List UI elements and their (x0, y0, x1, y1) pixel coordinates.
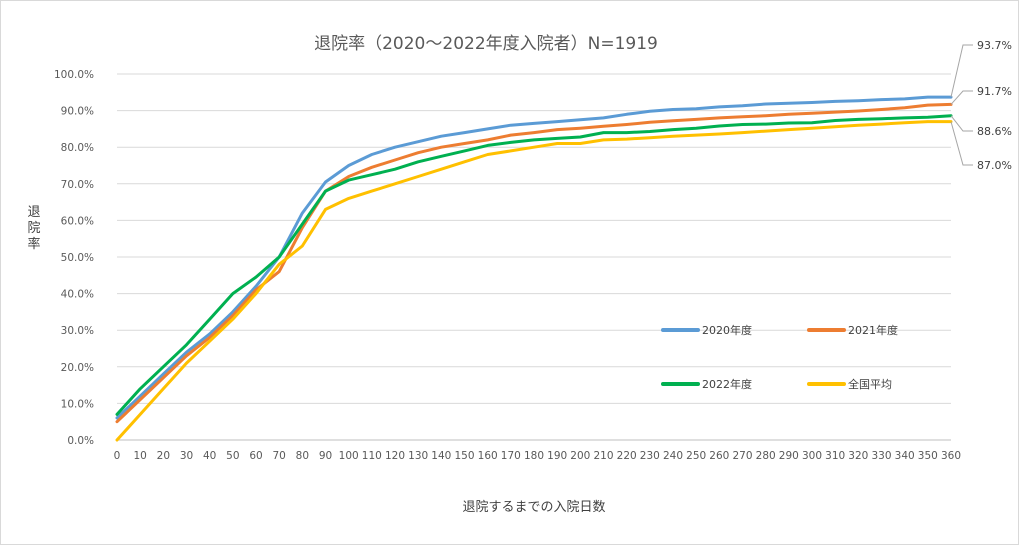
end-labels: 93.7% 91.7% 88.6% 87.0% (950, 39, 1012, 172)
x-tick-label: 0 (114, 450, 121, 462)
y-tick-labels: 0.0% 10.0% 20.0% 30.0% 40.0% 50.0% 60.0% 70.0% 8… (54, 69, 94, 447)
x-tick-label: 230 (640, 450, 660, 462)
x-tick-label: 280 (756, 450, 776, 462)
x-tick-labels: 0 10 20 30 40 50 60 70 80 90 100 110 120 130 140 150 160… (114, 450, 961, 462)
x-tick-label: 130 (408, 450, 428, 462)
x-tick-label: 200 (570, 450, 590, 462)
x-tick-label: 320 (848, 450, 868, 462)
x-tick-label: 250 (686, 450, 706, 462)
legend-label: 2020年度 (702, 323, 752, 337)
end-value-label: 88.6% (977, 125, 1012, 138)
y-axis-title-group: 退院率 (27, 205, 40, 252)
x-tick-label: 20 (157, 450, 170, 462)
x-tick-label: 30 (180, 450, 193, 462)
series-lines (115, 95, 953, 442)
y-axis-title-char: 退 (27, 205, 40, 220)
end-value-label: 93.7% (977, 39, 1012, 52)
y-tick-label: 40.0% (61, 289, 94, 301)
x-tick-label: 140 (431, 450, 451, 462)
y-tick-label: 0.0% (67, 435, 94, 447)
x-tick-label: 190 (547, 450, 567, 462)
y-tick-label: 60.0% (61, 215, 94, 227)
x-tick-label: 40 (203, 450, 216, 462)
legend-label: 2021年度 (848, 323, 898, 337)
x-tick-label: 120 (385, 450, 405, 462)
x-tick-label: 10 (133, 450, 146, 462)
y-tick-label: 30.0% (61, 325, 94, 337)
x-tick-label: 160 (478, 450, 498, 462)
x-tick-label: 100 (339, 450, 359, 462)
x-tick-label: 270 (732, 450, 752, 462)
x-tick-label: 50 (226, 450, 239, 462)
y-tick-label: 100.0% (54, 69, 94, 81)
y-tick-label: 10.0% (61, 398, 94, 410)
y-axis-title-char: 率 (27, 236, 40, 252)
x-tick-label: 90 (319, 450, 332, 462)
x-tick-label: 170 (501, 450, 521, 462)
series-line (115, 120, 953, 442)
x-tick-label: 300 (802, 450, 822, 462)
y-tick-label: 80.0% (61, 142, 94, 154)
series-line (115, 95, 953, 420)
chart-title: 退院率（2020～2022年度入院者）N=1919 (314, 34, 658, 54)
x-tick-label: 70 (272, 450, 285, 462)
end-label-leader (950, 90, 973, 105)
legend-label: 2022年度 (702, 377, 752, 391)
x-tick-label: 110 (362, 450, 382, 462)
x-tick-label: 210 (593, 450, 613, 462)
x-tick-label: 60 (249, 450, 262, 462)
legend-label: 全国平均 (848, 377, 892, 391)
x-tick-label: 330 (871, 450, 891, 462)
x-tick-label: 180 (524, 450, 544, 462)
end-label-leader (950, 115, 973, 132)
legend: 2020年度 2021年度 2022年度 全国平均 (661, 323, 898, 391)
x-tick-label: 80 (296, 450, 309, 462)
x-tick-label: 290 (779, 450, 799, 462)
end-value-label: 91.7% (977, 85, 1012, 98)
x-tick-label: 350 (918, 450, 938, 462)
end-label-leader (950, 44, 973, 98)
series-line (115, 102, 953, 424)
x-axis-title: 退院するまでの入院日数 (462, 500, 605, 515)
y-axis-title-char: 院 (27, 221, 40, 236)
x-tick-label: 340 (895, 450, 915, 462)
y-tick-label: 90.0% (61, 106, 94, 118)
y-tick-label: 50.0% (61, 252, 94, 264)
end-label-leader (950, 121, 973, 166)
y-tick-label: 20.0% (61, 362, 94, 374)
x-tick-label: 310 (825, 450, 845, 462)
x-tick-label: 240 (663, 450, 683, 462)
x-tick-label: 360 (941, 450, 961, 462)
x-tick-label: 220 (617, 450, 637, 462)
x-tick-label: 150 (454, 450, 474, 462)
end-value-label: 87.0% (977, 159, 1012, 172)
x-tick-label: 260 (709, 450, 729, 462)
y-tick-label: 70.0% (61, 179, 94, 191)
series-line (115, 114, 953, 416)
